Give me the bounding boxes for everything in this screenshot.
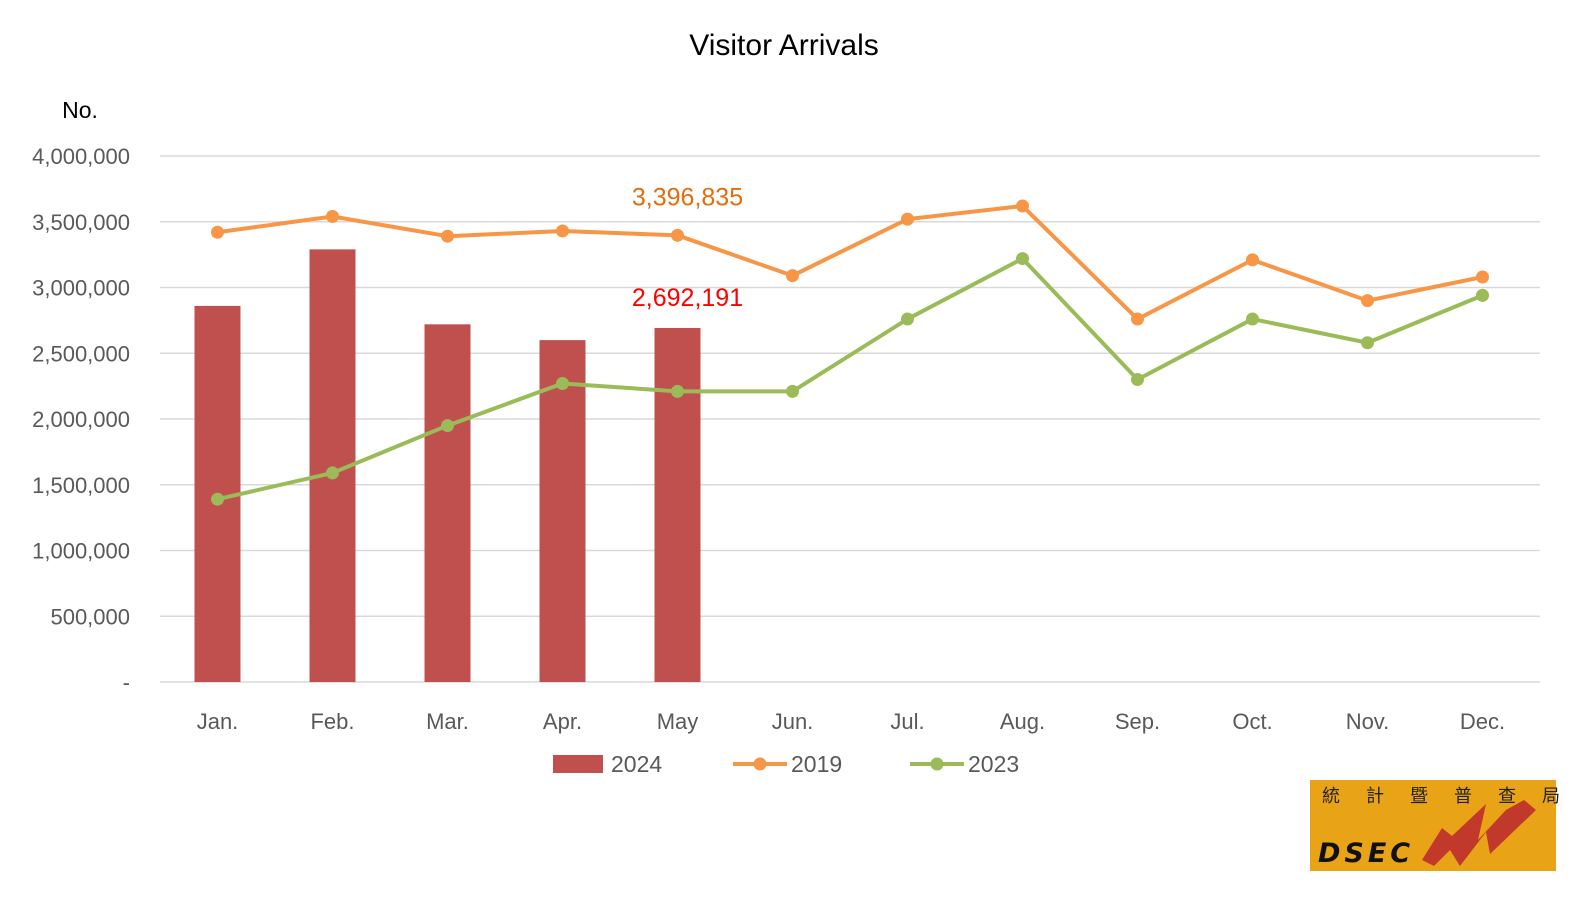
point-2019-Nov.	[1361, 294, 1374, 308]
x-tick-label: Sep.	[1115, 709, 1160, 734]
bar-series-2024	[194, 249, 701, 683]
point-2019-Feb.	[326, 209, 339, 223]
dsec-logo: 統 計 暨 普 查 局 DSEC	[1310, 780, 1560, 871]
point-2023-Aug.	[1016, 252, 1029, 266]
point-2023-Nov.	[1361, 336, 1374, 350]
x-tick-label: Jun.	[772, 709, 814, 734]
x-tick-label: Jan.	[197, 709, 239, 734]
point-2019-Jan.	[211, 225, 224, 239]
logo-chinese-char: 普	[1454, 786, 1472, 807]
logo-chinese-char: 局	[1542, 786, 1560, 807]
y-axis-ticks: - 500,000 1,000,000 1,500,000 2,000,000 2,500…	[32, 144, 130, 695]
x-tick-label: Aug.	[1000, 709, 1045, 734]
line-series-2023	[211, 252, 1489, 506]
y-tick-label: 3,000,000	[32, 276, 130, 301]
logo-bolt-icon	[1422, 800, 1536, 866]
x-tick-label: Oct.	[1232, 709, 1272, 734]
point-2023-Feb.	[326, 466, 339, 480]
legend-marker	[753, 757, 767, 771]
point-2019-Jun.	[786, 269, 799, 283]
y-tick-label: 500,000	[50, 604, 130, 629]
line-series-2019	[211, 199, 1489, 326]
legend-swatch	[553, 755, 603, 773]
y-tick-label: 1,500,000	[32, 473, 130, 498]
y-tick-label: 3,500,000	[32, 210, 130, 235]
point-2023-Apr.	[556, 376, 569, 390]
y-tick-label: 4,000,000	[32, 144, 130, 169]
line-2019	[217, 203, 1483, 322]
legend-item-2024: 2024	[553, 751, 662, 777]
point-2019-Sep.	[1131, 312, 1144, 326]
point-2019-Dec.	[1476, 270, 1489, 284]
legend-label: 2023	[968, 751, 1019, 777]
logo-chinese-char: 查	[1498, 786, 1516, 807]
logo-chinese-char: 計	[1366, 786, 1384, 807]
legend: 2024 2019 2023	[553, 751, 1019, 777]
legend-label: 2024	[611, 751, 662, 777]
bar-2024-Apr.	[539, 340, 586, 682]
x-axis-ticks: Jan. Feb. Mar. Apr. May Jun. Jul. Aug. Sep. Oct. N…	[197, 709, 1505, 734]
y-tick-label: -	[123, 670, 130, 695]
point-2019-Mar.	[441, 229, 454, 243]
logo-chinese-text: 統計暨普查局	[1322, 786, 1560, 807]
point-2023-Oct.	[1246, 312, 1259, 326]
point-2023-Jul.	[901, 312, 914, 326]
x-tick-label: Dec.	[1460, 709, 1505, 734]
point-2019-Jul.	[901, 212, 914, 226]
data-labels: 3,396,835 2,692,191	[632, 183, 743, 312]
data-label-2019: 3,396,835	[632, 183, 743, 211]
gridlines	[160, 155, 1540, 683]
point-2023-Mar.	[441, 419, 454, 433]
x-tick-label: Mar.	[426, 709, 469, 734]
x-tick-label: Feb.	[310, 709, 354, 734]
point-2019-Apr.	[556, 224, 569, 238]
bar-2024-Mar.	[424, 324, 471, 682]
data-label-2024: 2,692,191	[632, 284, 743, 312]
y-tick-label: 2,500,000	[32, 341, 130, 366]
legend-item-2019: 2019	[733, 751, 842, 777]
chart-title: Visitor Arrivals	[689, 29, 879, 62]
point-2023-Dec.	[1476, 288, 1489, 302]
logo-chinese-char: 暨	[1410, 786, 1428, 807]
x-tick-label: Jul.	[890, 709, 924, 734]
logo-english-text: DSEC	[1318, 838, 1414, 869]
point-2019-Oct.	[1246, 253, 1259, 267]
line-2023	[217, 256, 1484, 502]
legend-label: 2019	[791, 751, 842, 777]
point-2023-Jun.	[786, 384, 799, 398]
logo-chinese-char: 統	[1322, 786, 1340, 807]
x-tick-label: Nov.	[1346, 709, 1390, 734]
line-series	[211, 199, 1489, 506]
point-2019-May	[671, 228, 684, 242]
point-2019-Aug.	[1016, 199, 1029, 213]
y-tick-label: 2,000,000	[32, 407, 130, 432]
x-tick-label: Apr.	[543, 709, 582, 734]
point-2023-Sep.	[1131, 373, 1144, 387]
bar-2024-May	[654, 327, 701, 682]
point-2023-Jan.	[211, 492, 224, 506]
y-tick-label: 1,000,000	[32, 539, 130, 564]
point-2023-May	[671, 384, 684, 398]
x-tick-label: May	[657, 709, 699, 734]
legend-item-2023: 2023	[910, 751, 1019, 777]
y-axis-unit-label: No.	[62, 97, 98, 123]
legend-marker	[930, 757, 944, 771]
